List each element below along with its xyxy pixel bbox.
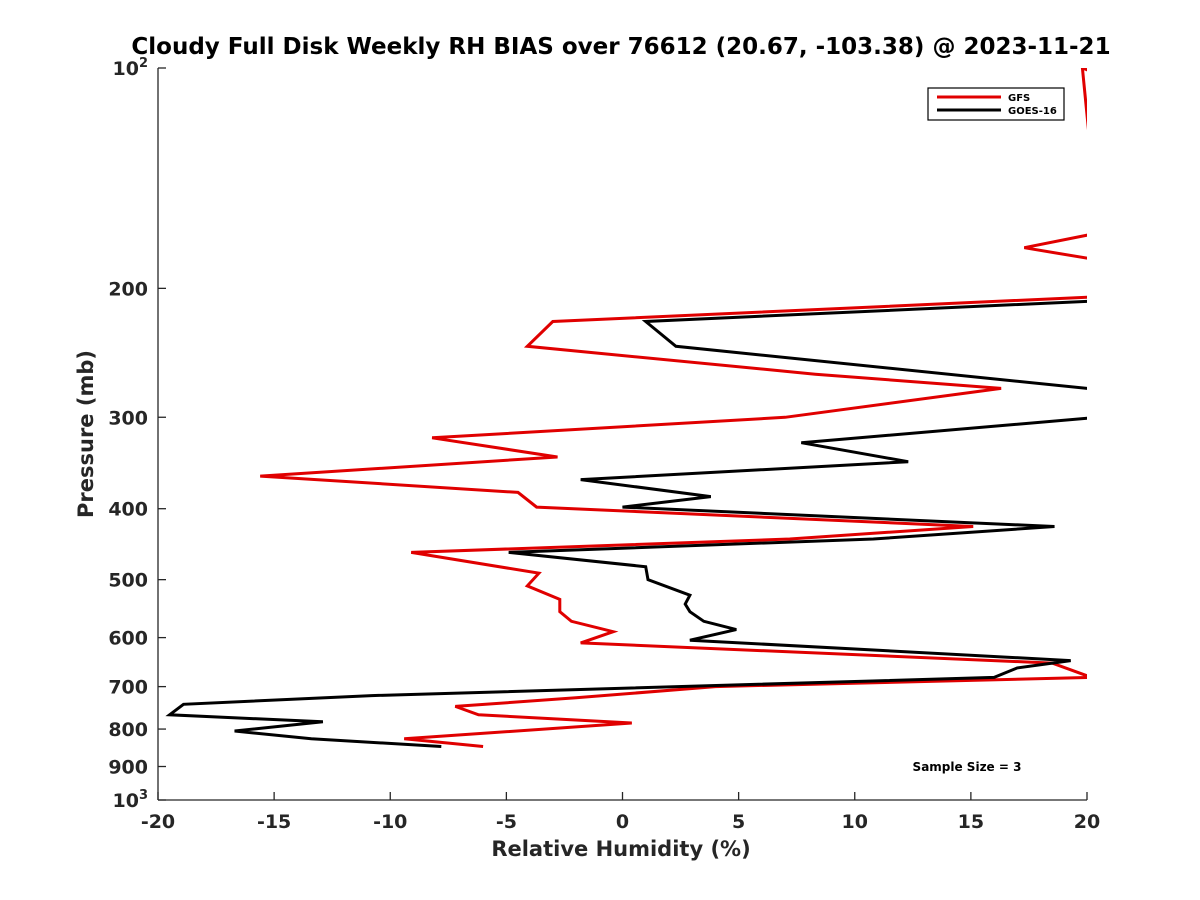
y-tick-label: 700 (108, 677, 148, 699)
series-line-goes-16 (165, 299, 1087, 748)
x-tick-label: 20 (1074, 811, 1100, 833)
legend: GFS GOES-16 (927, 87, 1065, 121)
y-tick-label: 600 (108, 628, 148, 650)
y-tick-label: 800 (108, 719, 148, 741)
y-tick-label: 300 (108, 407, 148, 429)
x-tick-label: -10 (373, 811, 407, 833)
x-tick-label: -20 (141, 811, 175, 833)
series-line-gfs (260, 68, 1087, 748)
y-tick-label: 400 (108, 499, 148, 521)
chart-title: Cloudy Full Disk Weekly RH BIAS over 766… (131, 34, 1110, 60)
legend-label-goes16: GOES-16 (1008, 106, 1057, 117)
x-tick-label: 0 (616, 811, 629, 833)
x-tick-label: -5 (496, 811, 517, 833)
tick-group: -20 -15 -10 -5 0 5 10 15 20 200 300 400 500 600 700 800… (108, 56, 1100, 833)
y-axis-label: Pressure (mb) (74, 350, 98, 518)
x-tick-label: -15 (257, 811, 291, 833)
x-tick-label: 10 (842, 811, 868, 833)
y-tick-label: 200 (108, 278, 148, 300)
sample-size-annotation: Sample Size = 3 (913, 760, 1022, 774)
x-tick-label: 15 (958, 811, 984, 833)
legend-label-gfs: GFS (1008, 93, 1030, 104)
y-tick-label-power: 103 (113, 788, 149, 812)
legend-box (927, 87, 1065, 121)
y-tick-label-power: 102 (113, 56, 149, 80)
x-tick-label: 5 (732, 811, 745, 833)
y-tick-label: 500 (108, 570, 148, 592)
x-axis-label: Relative Humidity (%) (491, 837, 750, 861)
series-group (165, 68, 1087, 748)
axes (157, 68, 1087, 801)
y-tick-label: 900 (108, 757, 148, 779)
